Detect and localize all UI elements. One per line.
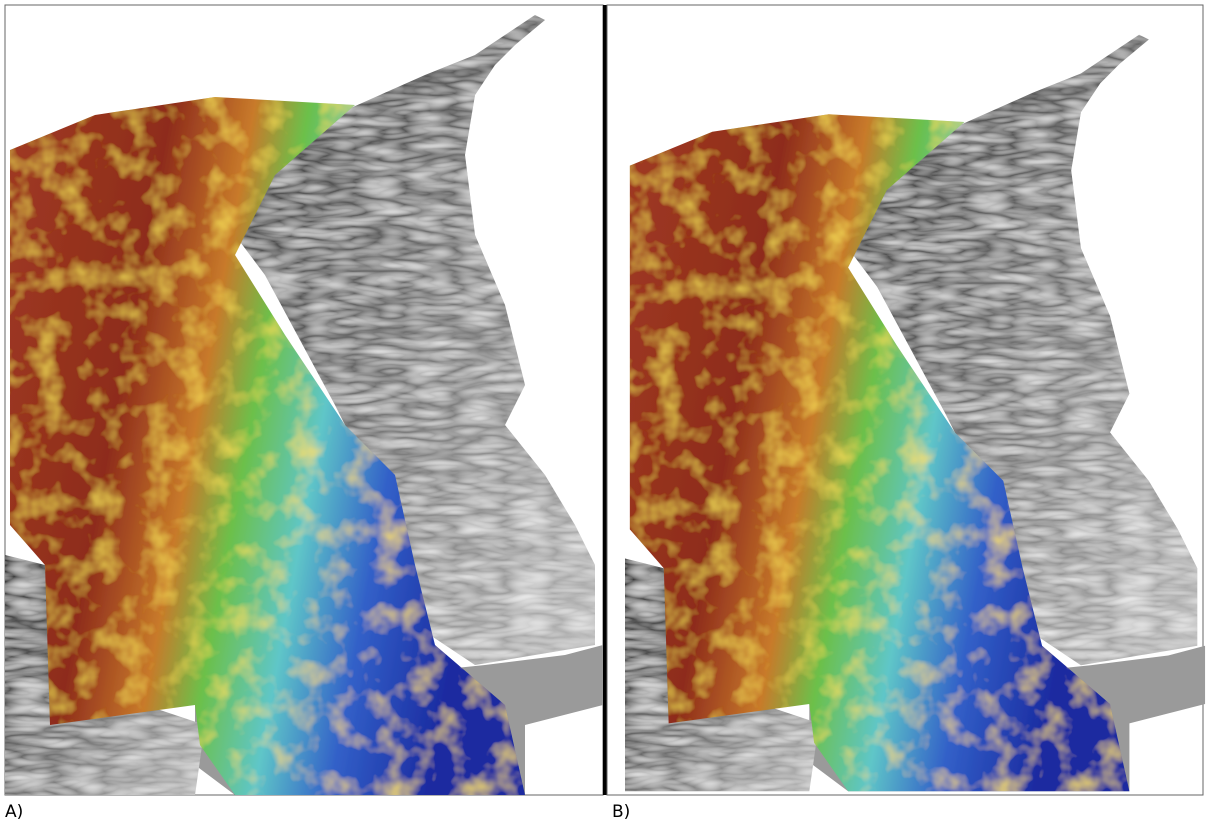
panel-label: B) <box>612 802 630 822</box>
page: A) B) (() => { const data = JSON.parse(d… <box>0 0 1208 828</box>
figure: A) B) <box>0 0 1208 828</box>
panel-divider <box>603 5 607 795</box>
panel-label: A) <box>5 802 23 822</box>
